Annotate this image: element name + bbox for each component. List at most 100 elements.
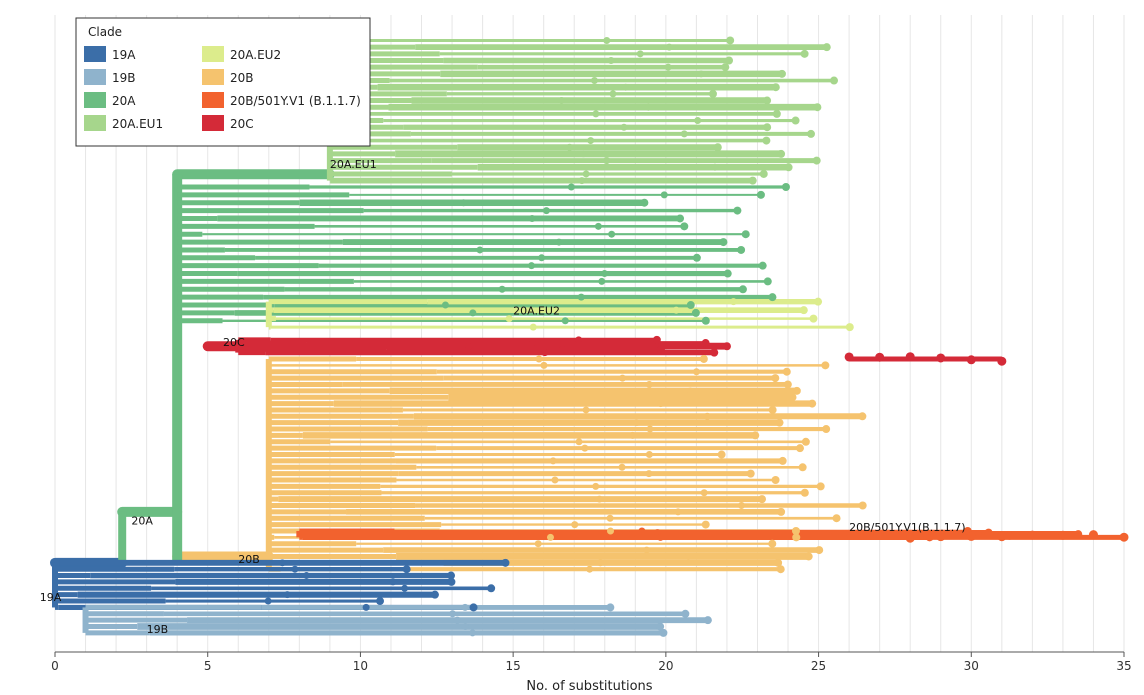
tip-node [546,533,554,541]
tip-node [505,315,513,323]
tip-node [660,191,668,199]
tip-node [701,520,710,529]
tip-node [645,380,653,388]
tip-node [601,270,609,278]
tip-node [430,590,439,599]
tip-node [746,469,755,478]
tip-node [717,450,726,459]
tip-node [264,597,272,605]
tip-node [798,463,807,472]
tip-node [804,552,813,561]
tip-node [558,97,566,105]
x-tick-label: 20 [658,659,673,673]
tip-node [771,374,780,383]
tip-node [389,578,397,586]
tip-node [606,527,614,535]
tip-node [686,301,695,310]
legend-entry-label: 20B [230,71,254,85]
tip-node [771,476,780,485]
tip-node [686,387,694,395]
tip-node [629,431,637,439]
tip-node [778,456,787,465]
tip-node [603,157,611,165]
tip-node [628,530,636,538]
tip-node [1005,531,1014,540]
tip-node [776,565,785,574]
tip-node [535,355,543,363]
legend-swatch [84,92,106,108]
tip-node [774,558,783,567]
legend-title: Clade [88,25,122,39]
tip-node [792,386,801,395]
tip-node [700,489,708,497]
tip-node [575,438,583,446]
tip-node [905,533,915,543]
tip-node [633,419,641,427]
tip-node [278,559,286,567]
tip-node [501,558,510,567]
tip-node [808,399,817,408]
tip-node [699,354,708,363]
tip-node [936,353,946,363]
tip-node [830,76,839,85]
tip-node [768,293,777,302]
tip-node [618,374,626,382]
tip-node [283,591,291,599]
tip-node [859,532,867,540]
tip-node [680,222,689,231]
tip-node [672,306,680,314]
tip-node [590,77,598,85]
tip-node [636,50,644,58]
tip-node [721,63,730,72]
tip-node [997,532,1007,542]
tip-node [729,298,737,306]
clade-annotation: 20C [223,336,245,349]
tip-node [925,533,934,542]
legend-entry-label: 20B/501Y.V1 (B.1.1.7) [230,94,361,108]
tip-node [469,603,478,612]
tip-node [582,406,590,414]
clade-annotation: 20A.EU2 [513,304,560,317]
tip-node [476,246,484,254]
tip-node [711,163,719,171]
tip-node [710,348,719,357]
x-tick-label: 0 [51,659,59,673]
tip-node [469,309,477,317]
tip-node [592,110,600,118]
x-axis-title: No. of substitutions [526,679,652,694]
legend-swatch [202,46,224,62]
tip-node [725,56,734,65]
tip-node [719,238,728,247]
tip-node [741,230,750,239]
tip-node [657,400,665,408]
tip-node [644,103,652,111]
tip-node [376,597,385,606]
tip-node [772,109,781,118]
tip-node [703,616,712,625]
tip-node [726,36,735,45]
tip-node [1119,532,1129,542]
legend-swatch [202,92,224,108]
clade-annotation: 19B [147,623,169,636]
tip-node [549,457,557,465]
x-axis: 0 5 10 15 20 25 30 35 [51,651,1132,673]
clade-annotation: 19A [40,591,62,604]
tip-node [758,261,767,270]
tip-node [692,253,701,262]
tip-node [792,533,801,542]
tip-node [771,83,780,92]
x-tick-label: 15 [506,659,521,673]
tip-node [606,514,614,522]
tip-node [674,508,682,516]
tip-node [763,123,772,132]
tip-node [460,199,468,207]
tip-node [656,345,665,354]
tip-node [845,323,854,332]
tip-node [609,90,617,98]
tip-node [997,356,1007,366]
tip-node [781,182,790,191]
tip-node [656,533,664,541]
tip-node [577,293,585,301]
tip-node [791,526,800,535]
